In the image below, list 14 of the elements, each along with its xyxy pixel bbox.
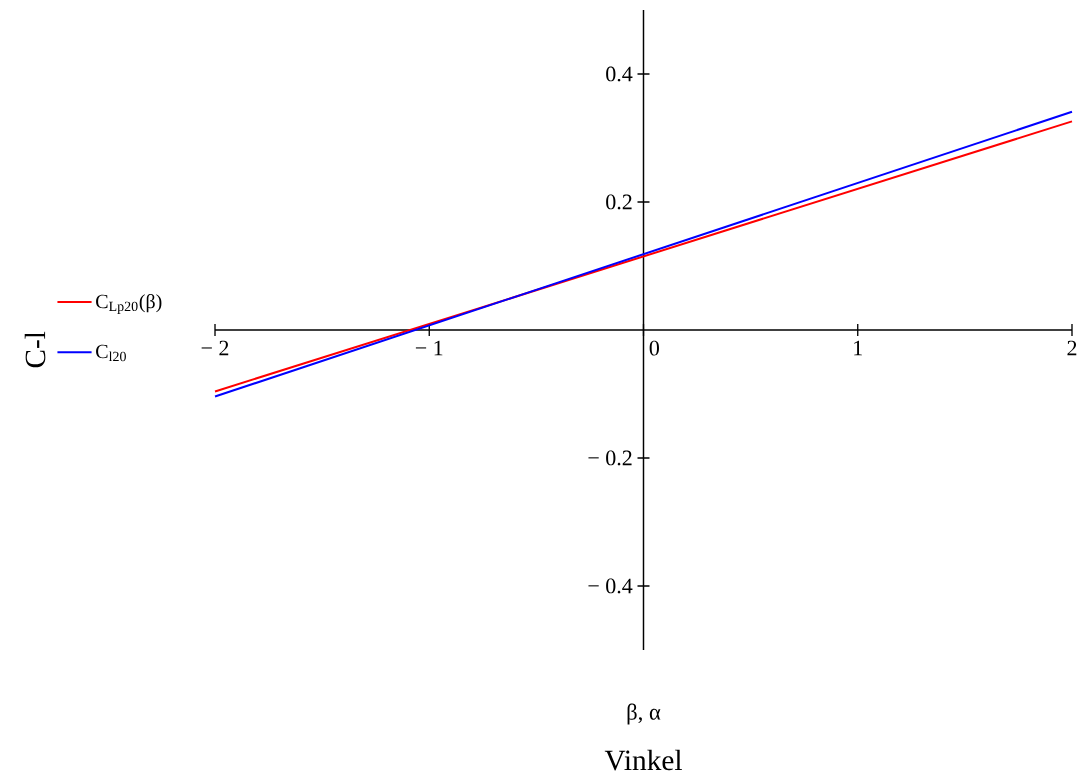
y-tick-label: 0.2 (606, 194, 632, 210)
x-tick-label: 0 (649, 340, 659, 356)
legend-label: C$_{l20}$ (96, 344, 126, 362)
text: β, α (627, 703, 661, 725)
y-tick-label: 0.4 (606, 66, 633, 82)
x-axis-title: Vinkel (604, 749, 682, 771)
x-tick-label: − 1 (415, 340, 443, 356)
x-tick-label: 1 (854, 340, 862, 356)
x-tick-label: − 2 (201, 340, 229, 356)
y-tick-label: − 0.4 (588, 578, 633, 594)
text: C-l (24, 331, 46, 368)
x-tick-label: 2 (1067, 340, 1077, 356)
legend-label: C$_{Lp20}$(β) (96, 294, 162, 314)
y-tick-label: − 0.2 (588, 450, 632, 466)
